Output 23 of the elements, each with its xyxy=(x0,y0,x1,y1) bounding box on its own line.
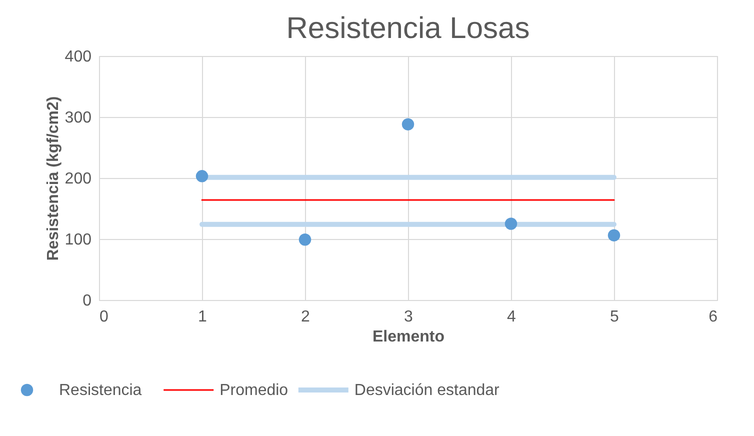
y-tick-label: 0 xyxy=(82,292,92,310)
y-tick-label: 100 xyxy=(64,232,92,248)
point xyxy=(196,170,208,182)
x-tick-label: 2 xyxy=(301,308,310,326)
chart-title: Resistencia Losas xyxy=(286,12,530,45)
legend-label: Desviación estandar xyxy=(354,382,500,399)
point xyxy=(504,218,518,230)
point xyxy=(402,118,414,130)
y-tick-label: 200 xyxy=(64,170,92,188)
x-tick-label: 5 xyxy=(610,308,620,326)
x-tick-label: 0 xyxy=(100,308,108,326)
x-tick-label: 1 xyxy=(198,308,208,326)
x-axis-title: Elemento xyxy=(372,328,445,346)
x-tick-label: 4 xyxy=(507,308,516,326)
y-tick-label: 400 xyxy=(64,48,92,66)
point xyxy=(608,229,620,242)
point xyxy=(298,234,312,246)
x-tick-label: 6 xyxy=(708,308,718,326)
x-tick-label: 3 xyxy=(404,308,414,326)
y-axis-title: Resistencia (kgf/cm2) xyxy=(44,96,62,261)
y-tick-label: 300 xyxy=(64,110,92,126)
legend-label: Promedio xyxy=(220,382,288,399)
legend-label: Resistencia xyxy=(59,382,142,399)
